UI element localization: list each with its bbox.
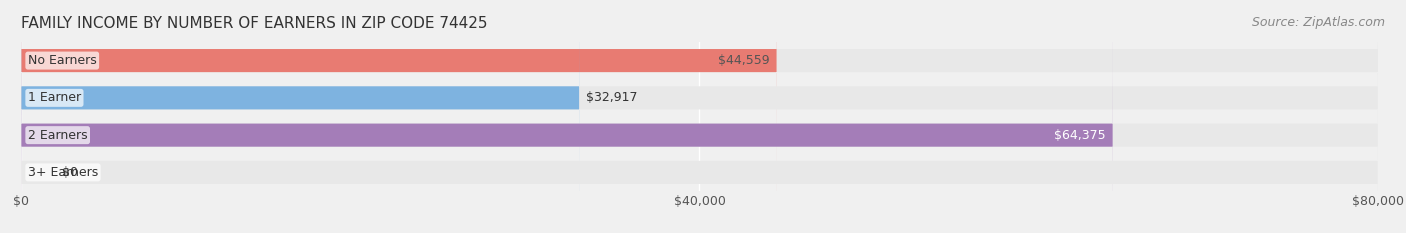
Text: 2 Earners: 2 Earners <box>28 129 87 142</box>
Text: Source: ZipAtlas.com: Source: ZipAtlas.com <box>1251 16 1385 29</box>
Text: $44,559: $44,559 <box>718 54 770 67</box>
Text: No Earners: No Earners <box>28 54 97 67</box>
FancyBboxPatch shape <box>21 0 1378 233</box>
Text: $64,375: $64,375 <box>1054 129 1107 142</box>
FancyBboxPatch shape <box>21 0 776 233</box>
Text: 1 Earner: 1 Earner <box>28 91 82 104</box>
FancyBboxPatch shape <box>21 0 1378 233</box>
Text: $0: $0 <box>62 166 77 179</box>
Text: FAMILY INCOME BY NUMBER OF EARNERS IN ZIP CODE 74425: FAMILY INCOME BY NUMBER OF EARNERS IN ZI… <box>21 16 488 31</box>
FancyBboxPatch shape <box>21 0 1378 233</box>
Text: $32,917: $32,917 <box>586 91 638 104</box>
FancyBboxPatch shape <box>21 0 1378 233</box>
FancyBboxPatch shape <box>21 0 1114 233</box>
FancyBboxPatch shape <box>21 0 579 233</box>
Text: 3+ Earners: 3+ Earners <box>28 166 98 179</box>
